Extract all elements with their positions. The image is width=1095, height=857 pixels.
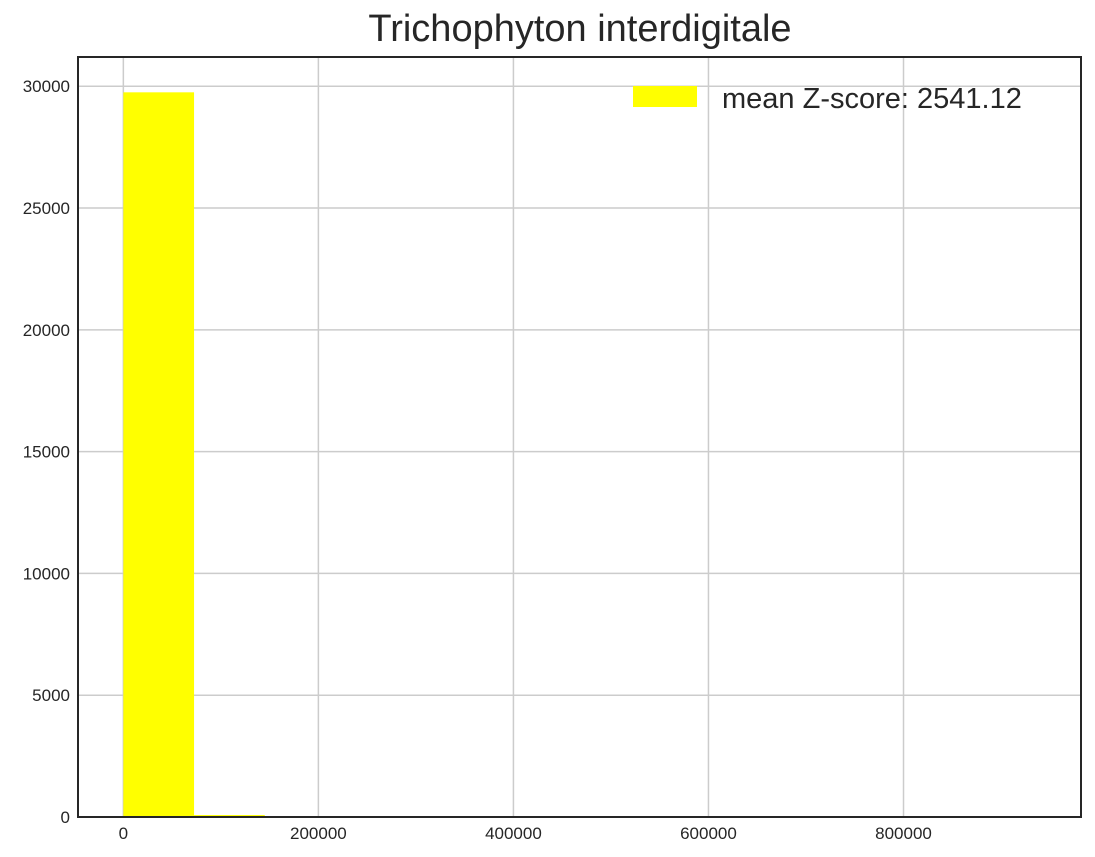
chart-title: Trichophyton interdigitale — [368, 8, 792, 50]
x-tick-label: 0 — [119, 824, 128, 843]
x-tick-label: 600000 — [680, 824, 737, 843]
y-tick-label: 5000 — [32, 686, 70, 705]
plot-area-frame — [77, 56, 1082, 818]
histogram-bars — [123, 92, 1043, 818]
histogram-bar — [123, 92, 195, 818]
x-tick-label: 200000 — [290, 824, 347, 843]
y-tick-label: 20000 — [23, 321, 70, 340]
legend-label: mean Z-score: 2541.12 — [722, 83, 1022, 115]
legend: mean Z-score: 2541.12 — [633, 83, 1022, 115]
y-tick-label: 25000 — [23, 199, 70, 218]
y-tick-label: 30000 — [23, 77, 70, 96]
legend-swatch — [633, 86, 697, 107]
y-tick-label: 10000 — [23, 564, 70, 583]
x-tick-label: 800000 — [875, 824, 932, 843]
y-tick-label: 0 — [61, 808, 70, 827]
x-tick-label: 400000 — [485, 824, 542, 843]
y-tick-label: 15000 — [23, 443, 70, 462]
grid-lines — [78, 57, 1081, 817]
y-axis-ticks: 0 5000 10000 15000 20000 25000 30000 — [23, 77, 70, 827]
x-axis-ticks: 0 200000 400000 600000 800000 — [119, 824, 932, 843]
